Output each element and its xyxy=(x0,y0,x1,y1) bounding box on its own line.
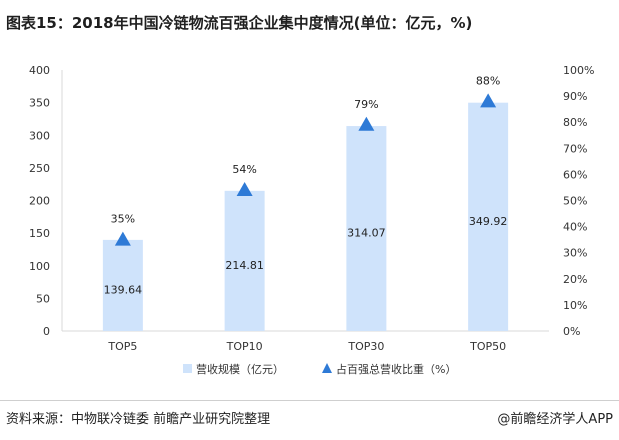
y-right-tick-label: 20% xyxy=(563,273,587,286)
x-tick-label: TOP5 xyxy=(107,340,137,353)
bar xyxy=(346,126,387,331)
y-left-tick-label: 350 xyxy=(29,97,50,110)
y-right-tick-label: 90% xyxy=(563,90,587,103)
footer-divider xyxy=(0,400,619,401)
y-left-tick-label: 150 xyxy=(29,227,50,240)
y-right-tick-label: 30% xyxy=(563,247,587,260)
page-title: 图表15：2018年中国冷链物流百强企业集中度情况(单位：亿元，%) xyxy=(6,14,473,32)
x-tick-label: TOP50 xyxy=(469,340,506,353)
y-right-tick-label: 70% xyxy=(563,142,587,155)
legend-marker-swatch xyxy=(322,363,332,373)
percent-marker xyxy=(480,93,497,108)
legend-marker-label: 占百强总营收比重（%） xyxy=(336,362,456,376)
y-left-tick-label: 250 xyxy=(29,162,50,175)
brand-credit: @前瞻经济学人APP xyxy=(497,412,613,427)
percent-value-label: 35% xyxy=(111,213,135,226)
y-right-tick-label: 0% xyxy=(563,325,580,338)
y-right-tick-label: 10% xyxy=(563,299,587,312)
bar-value-label: 214.81 xyxy=(225,259,264,272)
y-left-tick-label: 300 xyxy=(29,129,50,142)
bar-value-label: 139.64 xyxy=(104,283,143,296)
legend-bar-label: 营收规模（亿元） xyxy=(196,362,284,376)
bar xyxy=(224,190,265,331)
bar-value-label: 314.07 xyxy=(347,227,386,240)
x-tick-label: TOP10 xyxy=(226,340,263,353)
y-left-tick-label: 100 xyxy=(29,260,50,273)
y-right-tick-label: 100% xyxy=(563,64,594,77)
y-right-tick-label: 50% xyxy=(563,195,587,208)
percent-marker xyxy=(236,182,253,197)
percent-marker xyxy=(114,231,131,246)
y-right-tick-label: 40% xyxy=(563,221,587,234)
percent-marker xyxy=(358,116,375,131)
percent-value-label: 79% xyxy=(354,98,378,111)
chart-area: 0 50 100 150 200 250 300 350 400 0% 10% 20% 30% 40% 50… xyxy=(29,64,594,376)
x-tick-label: TOP30 xyxy=(347,340,384,353)
bar xyxy=(102,239,143,331)
legend-bar-swatch xyxy=(183,364,192,373)
y-left-tick-label: 50 xyxy=(36,292,50,305)
source-note: 资料来源：中物联冷链委 前瞻产业研究院整理 xyxy=(6,412,271,427)
percent-value-label: 88% xyxy=(476,74,500,87)
y-left-tick-label: 200 xyxy=(29,195,50,208)
y-left-tick-label: 400 xyxy=(29,64,50,77)
percent-value-label: 54% xyxy=(232,163,256,176)
bar-value-label: 349.92 xyxy=(469,215,508,228)
y-right-tick-label: 60% xyxy=(563,168,587,181)
y-left-tick-label: 0 xyxy=(43,325,50,338)
bar xyxy=(468,102,509,331)
y-right-tick-label: 80% xyxy=(563,116,587,129)
